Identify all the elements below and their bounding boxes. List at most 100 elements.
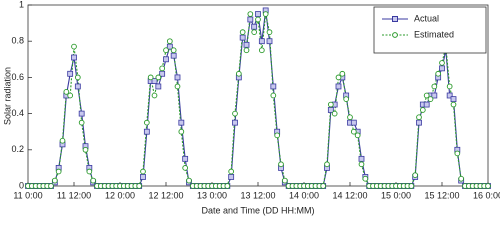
marker	[278, 161, 284, 168]
marker	[151, 92, 158, 99]
marker	[182, 165, 189, 171]
marker	[82, 146, 89, 153]
marker	[74, 74, 81, 81]
x-tick-label: 11 12:00	[57, 190, 91, 200]
marker	[67, 70, 74, 77]
marker	[258, 38, 265, 45]
marker	[335, 74, 342, 81]
marker	[48, 183, 54, 189]
marker	[347, 114, 353, 121]
x-tick-label: 16 0:00	[473, 190, 500, 200]
marker	[335, 83, 342, 90]
marker	[419, 107, 426, 113]
marker	[247, 16, 254, 23]
y-tick-label: 0.8	[11, 36, 24, 46]
marker	[71, 43, 77, 50]
marker	[159, 65, 166, 72]
marker	[232, 110, 238, 117]
legend: Actual Estimated	[373, 6, 487, 54]
marker	[163, 47, 169, 54]
y-tick-label: 0.4	[11, 108, 24, 118]
marker	[270, 83, 277, 90]
marker	[435, 70, 442, 77]
marker	[140, 168, 146, 175]
x-axis-label: Date and Time (DD HH:MM)	[201, 205, 314, 215]
marker	[251, 29, 258, 36]
marker	[63, 89, 70, 95]
marker	[416, 114, 422, 121]
marker	[170, 47, 177, 54]
marker	[243, 41, 250, 48]
marker	[67, 92, 74, 99]
marker	[485, 183, 491, 189]
marker	[431, 83, 438, 90]
marker	[439, 60, 445, 66]
x-tick-label: 15 12:00	[424, 190, 459, 200]
marker	[243, 47, 250, 54]
marker	[446, 83, 453, 90]
marker	[281, 177, 288, 184]
marker	[450, 96, 457, 103]
marker	[423, 101, 430, 108]
marker	[228, 168, 235, 175]
marker	[320, 183, 327, 189]
y-tick-label: 1	[19, 0, 24, 9]
marker	[174, 83, 181, 90]
marker	[78, 119, 85, 126]
x-tick-label: 14 12:00	[332, 190, 367, 200]
marker	[266, 29, 273, 36]
marker	[270, 92, 277, 99]
marker	[324, 161, 330, 168]
legend-box	[373, 6, 487, 54]
marker	[247, 11, 254, 17]
marker	[350, 128, 357, 135]
legend-label: Estimated	[414, 29, 454, 39]
marker	[51, 177, 58, 184]
marker	[262, 11, 269, 17]
marker	[258, 47, 265, 54]
x-tick-label: 13 0:00	[197, 190, 227, 200]
marker	[327, 107, 334, 113]
marker	[358, 155, 365, 162]
marker	[166, 38, 173, 45]
marker	[159, 70, 166, 77]
marker	[458, 175, 465, 182]
marker	[362, 175, 369, 182]
marker	[235, 70, 242, 77]
marker	[170, 52, 177, 59]
marker	[266, 38, 273, 45]
marker	[251, 23, 258, 30]
x-tick-label: 14 0:00	[289, 190, 319, 200]
marker	[439, 65, 445, 72]
marker	[427, 96, 434, 102]
y-tick-label: 0	[19, 180, 24, 190]
marker	[86, 168, 93, 175]
marker	[408, 183, 415, 189]
x-tick-label: 12 0:00	[105, 190, 135, 200]
x-tick-label: 13 12:00	[240, 190, 275, 200]
marker	[166, 43, 173, 50]
chart: Date and Time (DD HH:MM) Solar radiation…	[2, 0, 500, 215]
x-tick-label: 11 0:00	[13, 190, 42, 200]
marker	[350, 119, 357, 126]
marker	[155, 74, 162, 81]
marker	[454, 150, 461, 157]
marker	[163, 56, 169, 63]
y-tick-label: 0.2	[11, 144, 24, 154]
marker	[343, 96, 350, 102]
y-axis-label: Solar radiation	[2, 67, 12, 125]
marker	[136, 183, 143, 189]
marker	[78, 110, 85, 117]
marker	[354, 132, 361, 139]
marker	[147, 74, 154, 81]
marker	[143, 119, 150, 126]
marker	[155, 83, 162, 90]
marker	[186, 177, 192, 184]
marker	[431, 92, 438, 99]
marker	[255, 11, 261, 17]
marker	[274, 132, 281, 139]
marker	[446, 92, 453, 99]
marker	[331, 110, 338, 117]
marker	[358, 161, 365, 168]
marker	[228, 174, 235, 180]
